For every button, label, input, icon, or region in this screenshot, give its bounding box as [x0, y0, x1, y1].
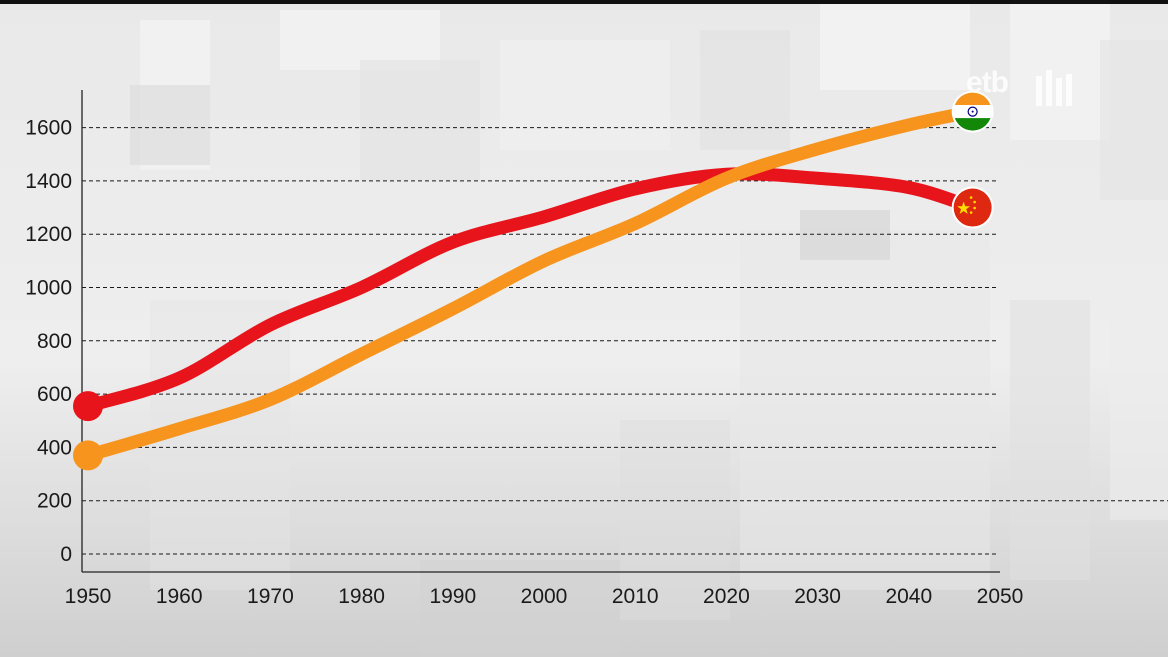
- y-tick-label: 800: [37, 330, 72, 353]
- y-tick-label: 400: [37, 436, 72, 459]
- top-border: [0, 0, 1168, 4]
- x-axis-tick-labels: 1950 1960 1970 1980 1990 2000 2010 2020 2030 2040…: [65, 585, 1024, 608]
- y-tick-label: 600: [37, 383, 72, 406]
- grid-lines: [82, 127, 1168, 555]
- y-tick-label: 1400: [25, 170, 72, 193]
- logo-mark-icon: [1036, 70, 1072, 106]
- series-start-point: [73, 391, 103, 422]
- x-tick-label: 1970: [247, 585, 294, 608]
- china-population-line: [81, 167, 980, 413]
- y-tick-label: 1600: [25, 117, 72, 140]
- x-tick-label: 2030: [794, 585, 841, 608]
- y-axis-tick-labels: 0 200 400 600 800 1000 1200 1400 1600: [25, 117, 72, 566]
- x-tick-label: 2020: [703, 585, 750, 608]
- china-flag-icon: [951, 186, 994, 229]
- india-flag-icon: [951, 90, 994, 133]
- y-tick-label: 1200: [25, 223, 72, 246]
- series-lines: [73, 105, 980, 471]
- x-tick-label: 1960: [156, 585, 203, 608]
- x-tick-label: 1950: [65, 585, 112, 608]
- x-tick-label: 2040: [885, 585, 932, 608]
- x-tick-label: 2050: [977, 585, 1024, 608]
- series-start-point: [73, 440, 103, 471]
- x-tick-label: 1990: [429, 585, 476, 608]
- y-tick-label: 1000: [25, 277, 72, 300]
- x-tick-label: 2010: [612, 585, 659, 608]
- broadcaster-logo: etb: [966, 66, 1009, 99]
- x-tick-label: 2000: [521, 585, 568, 608]
- y-tick-label: 0: [60, 543, 72, 566]
- y-tick-label: 200: [37, 490, 72, 513]
- india-population-line: [81, 105, 980, 462]
- x-tick-label: 1980: [338, 585, 385, 608]
